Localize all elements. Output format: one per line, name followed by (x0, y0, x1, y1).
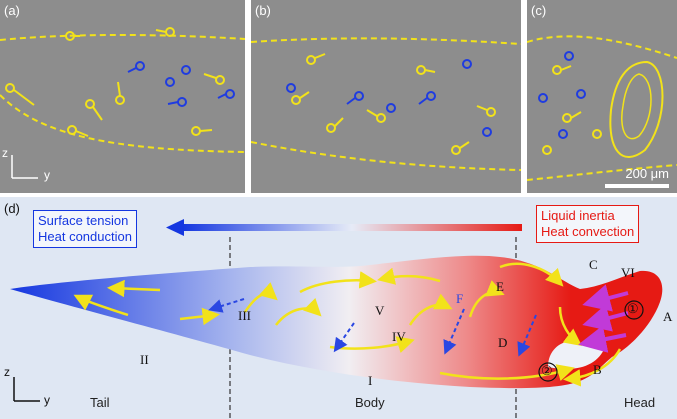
flow-label-D: D (498, 335, 508, 350)
flow-label-C: C (589, 257, 598, 272)
panel-c-graphic (527, 35, 677, 181)
scale-bar-label: 200 μm (625, 166, 669, 181)
flow-label-B: B (593, 362, 602, 377)
panel-a-label: (a) (4, 3, 20, 18)
flow-label-V: V (375, 303, 385, 318)
panel-b-graphic (251, 37, 521, 171)
panel-d-label: (d) (4, 201, 20, 216)
flow-label-VI: VI (621, 265, 635, 280)
left-mechanism-1: Surface tension (38, 213, 129, 228)
left-mechanism-2: Heat conduction (38, 229, 132, 244)
flow-label-II: II (140, 352, 149, 367)
panel-c-label: (c) (531, 3, 547, 18)
scale-bar (605, 184, 669, 188)
flow-label-A: A (663, 309, 673, 324)
axis-y-label-a: y (44, 168, 50, 182)
panel-c: (c) 200 μm (527, 0, 677, 193)
right-mechanism-2: Heat convection (541, 224, 635, 239)
right-mechanism-1: Liquid inertia (541, 208, 615, 223)
flow-label-IV: IV (392, 329, 406, 344)
region-marker-2: ② (541, 363, 553, 378)
panel-b-label: (b) (255, 3, 271, 18)
region-tail: Tail (90, 395, 110, 410)
flow-label-E: E (496, 279, 504, 294)
right-mechanism-box: Liquid inertia Heat convection (536, 205, 640, 243)
region-head: Head (624, 395, 656, 410)
flow-label-I: I (368, 373, 373, 388)
panel-a: (a) z y (0, 0, 245, 193)
panel-a-graphic (0, 27, 245, 179)
left-mechanism-box: Surface tension Heat conduction (33, 210, 137, 248)
panel-d-graphic (10, 219, 663, 419)
axis-y-label-d: y (44, 393, 50, 407)
panel-d: (d) Surface tension Heat conduction Liqu… (0, 197, 677, 419)
region-marker-1: ① (627, 301, 639, 316)
flow-label-F: F (456, 291, 464, 306)
axis-z-label-d: z (4, 365, 10, 379)
panel-b: (b) (251, 0, 521, 193)
flow-label-III: III (238, 308, 251, 323)
axis-z-label-a: z (2, 146, 8, 160)
region-body: Body (355, 395, 385, 410)
